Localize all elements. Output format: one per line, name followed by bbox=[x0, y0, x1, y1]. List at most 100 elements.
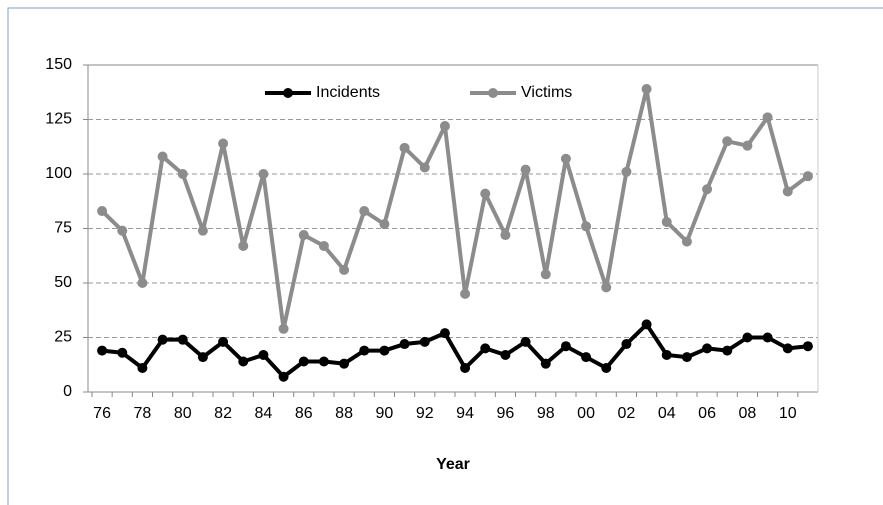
data-point bbox=[782, 186, 793, 197]
y-tick-label: 25 bbox=[54, 329, 72, 346]
data-point bbox=[802, 171, 813, 182]
data-point bbox=[681, 352, 692, 363]
x-tick-label: 80 bbox=[174, 405, 192, 422]
data-point bbox=[379, 345, 390, 356]
data-point bbox=[258, 349, 269, 360]
data-point bbox=[581, 221, 592, 232]
data-point bbox=[218, 138, 229, 149]
data-point bbox=[641, 319, 652, 330]
data-point bbox=[480, 343, 491, 354]
y-tick-label: 150 bbox=[45, 56, 72, 73]
data-point bbox=[601, 363, 612, 374]
data-point bbox=[621, 339, 632, 350]
series-line bbox=[101, 322, 809, 379]
data-point bbox=[197, 352, 208, 363]
data-point bbox=[702, 343, 713, 354]
data-point bbox=[137, 278, 148, 288]
x-tick-label: 84 bbox=[255, 405, 273, 422]
data-point bbox=[782, 343, 793, 354]
data-point bbox=[460, 363, 471, 374]
data-point bbox=[661, 216, 672, 227]
legend-label: Incidents bbox=[316, 84, 380, 101]
y-tick-label: 0 bbox=[63, 383, 72, 400]
x-tick-label: 08 bbox=[739, 405, 757, 422]
data-point bbox=[762, 112, 773, 123]
data-point bbox=[238, 356, 249, 367]
data-point bbox=[419, 162, 430, 173]
data-point bbox=[197, 225, 208, 236]
data-point bbox=[278, 323, 289, 334]
data-point bbox=[238, 240, 249, 251]
data-point bbox=[460, 288, 471, 299]
data-point bbox=[722, 345, 733, 356]
data-point bbox=[762, 332, 773, 343]
data-point bbox=[661, 349, 672, 360]
data-point bbox=[601, 282, 612, 293]
legend-label: Victims bbox=[521, 84, 572, 101]
x-tick-label: 06 bbox=[698, 405, 716, 422]
data-point bbox=[359, 345, 370, 356]
x-tick-label: 02 bbox=[618, 405, 636, 422]
x-tick-label: 82 bbox=[214, 405, 232, 422]
data-point bbox=[702, 184, 713, 195]
data-point bbox=[500, 230, 511, 241]
legend-marker bbox=[283, 88, 293, 98]
x-tick-label: 04 bbox=[658, 405, 676, 422]
x-tick-label: 92 bbox=[416, 405, 434, 422]
data-point bbox=[218, 336, 229, 347]
data-point bbox=[439, 121, 450, 132]
data-point bbox=[540, 269, 551, 280]
data-point bbox=[298, 356, 309, 367]
data-point bbox=[117, 347, 128, 358]
data-point bbox=[177, 169, 188, 179]
data-point bbox=[318, 240, 329, 251]
data-point bbox=[722, 136, 733, 147]
data-point bbox=[137, 363, 148, 374]
data-point bbox=[298, 230, 309, 241]
x-tick-label: 10 bbox=[779, 405, 797, 422]
legend-marker bbox=[488, 88, 498, 98]
data-point bbox=[802, 341, 813, 352]
data-point bbox=[258, 169, 269, 179]
data-point bbox=[97, 345, 108, 356]
frame bbox=[7, 7, 883, 505]
y-tick-label: 50 bbox=[54, 274, 72, 291]
y-tick-label: 75 bbox=[54, 220, 72, 237]
data-point bbox=[520, 336, 531, 347]
series-line bbox=[100, 86, 810, 331]
x-tick-label: 88 bbox=[335, 405, 353, 422]
data-point bbox=[177, 334, 188, 345]
data-point bbox=[157, 151, 168, 162]
y-tick-label: 100 bbox=[45, 165, 72, 182]
data-point bbox=[742, 332, 753, 343]
x-tick-label: 78 bbox=[134, 405, 152, 422]
x-tick-label: 90 bbox=[376, 405, 394, 422]
x-tick-label: 76 bbox=[93, 405, 111, 422]
data-point bbox=[97, 206, 108, 217]
data-point bbox=[379, 219, 390, 230]
data-point bbox=[742, 140, 753, 151]
data-point bbox=[560, 153, 571, 164]
data-point bbox=[560, 341, 571, 352]
data-point bbox=[540, 358, 551, 369]
y-tick-label: 125 bbox=[45, 111, 72, 128]
data-point bbox=[359, 206, 370, 217]
data-point bbox=[399, 142, 410, 153]
data-point bbox=[520, 164, 531, 175]
data-point bbox=[681, 236, 692, 247]
data-point bbox=[439, 328, 450, 339]
data-point bbox=[500, 349, 511, 360]
data-point bbox=[621, 166, 632, 177]
x-tick-label: 86 bbox=[295, 405, 313, 422]
data-point bbox=[480, 188, 491, 199]
data-point bbox=[117, 225, 128, 236]
x-axis-title: Year bbox=[436, 456, 470, 473]
data-point bbox=[278, 371, 289, 382]
x-tick-label: 94 bbox=[456, 405, 474, 422]
data-point bbox=[641, 83, 652, 94]
data-point bbox=[581, 352, 592, 363]
x-tick-label: 96 bbox=[497, 405, 515, 422]
x-tick-label: 98 bbox=[537, 405, 555, 422]
data-point bbox=[339, 264, 350, 275]
